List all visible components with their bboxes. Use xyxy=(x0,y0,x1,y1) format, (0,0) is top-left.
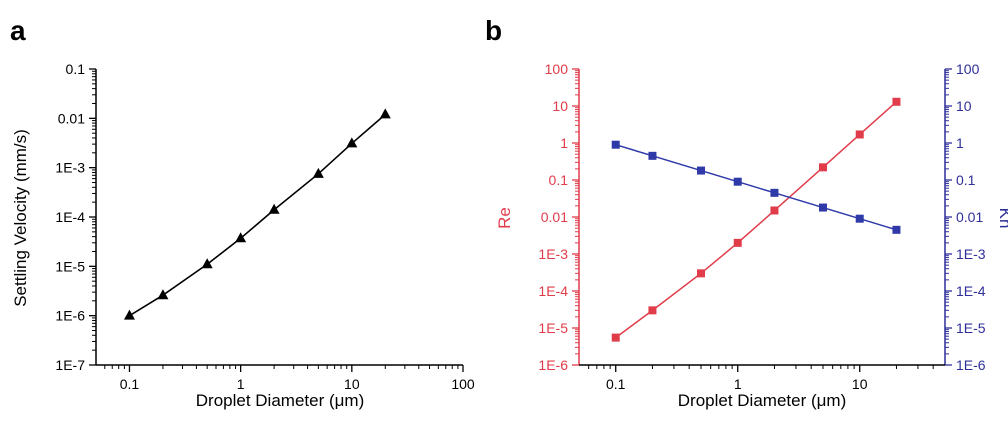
panel-b-series xyxy=(611,97,901,342)
panel-b-right-y-ticks: 1E-6 1E-5 1E-4 1E-3 0.01 0.1 1 10 100 xyxy=(945,61,986,373)
re-data-point-square xyxy=(611,333,620,342)
x-tick-label: 1 xyxy=(237,376,245,392)
kn-data-point-square xyxy=(892,225,901,234)
data-point-triangle xyxy=(123,309,135,320)
x-tick-label: 10 xyxy=(344,376,360,392)
re-data-point-square xyxy=(819,163,827,172)
kn-data-point-square xyxy=(648,151,657,160)
data-point-triangle xyxy=(346,137,358,148)
right-y-tick-label: 0.01 xyxy=(956,209,983,225)
data-point-triangle xyxy=(379,108,391,119)
kn-data-point-square xyxy=(697,166,705,175)
y-tick-label: 1E-3 xyxy=(55,160,85,176)
right-y-tick-label: 1E-3 xyxy=(956,246,986,262)
re-data-point-square xyxy=(855,130,864,139)
panel-b-x-axis-title: Droplet Diameter (μm) xyxy=(678,391,847,410)
kn-data-point-square xyxy=(855,214,864,223)
re-data-point-square xyxy=(892,97,901,106)
panel-a-x-ticks: 0.1 1 10 100 xyxy=(104,365,475,392)
left-y-tick-label: 1E-5 xyxy=(538,320,568,336)
y-tick-label: 1E-7 xyxy=(55,357,85,373)
panel-b-left-y-axis-title: Re xyxy=(495,207,514,229)
y-tick-label: 1E-6 xyxy=(55,308,85,324)
x-tick-label: 0.1 xyxy=(120,376,140,392)
left-y-tick-label: 0.1 xyxy=(549,172,569,188)
panel-b-left-y-ticks: 1E-6 1E-5 1E-4 1E-3 0.01 0.1 1 10 100 xyxy=(538,61,579,373)
panel-a-label: a xyxy=(10,15,26,46)
kn-data-point-square xyxy=(770,188,779,197)
re-data-point-square xyxy=(770,206,779,215)
right-y-tick-label: 1 xyxy=(956,135,964,151)
re-data-point-square xyxy=(648,306,657,315)
left-y-tick-label: 10 xyxy=(552,98,568,114)
data-point-triangle xyxy=(268,203,280,214)
left-y-tick-label: 1E-4 xyxy=(538,283,568,299)
y-tick-label: 0.1 xyxy=(66,61,86,77)
right-y-tick-label: 10 xyxy=(956,98,972,114)
panel-a-y-axis-title: Settling Velocity (mm/s) xyxy=(11,129,30,307)
right-y-tick-label: 1E-6 xyxy=(956,357,986,373)
panel-a: a 0.1 1 10 100 1E-7 1E-6 1E-5 1E-4 1E-3 0.01 0.1 … xyxy=(10,15,475,410)
panel-b-label: b xyxy=(485,15,502,46)
re-data-point-square xyxy=(733,238,742,247)
panel-a-y-ticks: 1E-7 1E-6 1E-5 1E-4 1E-3 0.01 0.1 xyxy=(55,61,96,373)
data-point-triangle xyxy=(157,289,169,300)
y-tick-label: 1E-5 xyxy=(55,258,85,274)
data-point-triangle xyxy=(235,232,247,243)
panel-b-x-ticks: 0.1 1 10 xyxy=(588,365,934,392)
left-y-tick-label: 100 xyxy=(545,61,569,77)
x-tick-label: 10 xyxy=(852,376,868,392)
y-tick-label: 1E-4 xyxy=(55,209,85,225)
right-y-tick-label: 100 xyxy=(956,61,980,77)
re-series-line xyxy=(615,101,897,339)
right-y-tick-label: 1E-4 xyxy=(956,283,986,299)
panel-b-right-y-axis-title: Kn xyxy=(996,208,1008,229)
left-y-tick-label: 1 xyxy=(560,135,568,151)
x-tick-label: 1 xyxy=(734,376,742,392)
left-y-tick-label: 1E-3 xyxy=(538,246,568,262)
right-y-tick-label: 1E-5 xyxy=(956,320,986,336)
left-y-tick-label: 0.01 xyxy=(541,209,568,225)
data-point-triangle xyxy=(201,258,213,269)
kn-data-point-square xyxy=(733,177,742,186)
right-y-tick-label: 0.1 xyxy=(956,172,976,188)
series-line xyxy=(129,113,386,317)
kn-series-line xyxy=(615,143,897,231)
panel-a-x-axis-title: Droplet Diameter (μm) xyxy=(196,391,365,410)
panel-b: b 0.1 1 10 1E-6 1E-5 1E-4 1E-3 0.01 0.1 1 10 100 1… xyxy=(485,15,1008,410)
kn-data-point-square xyxy=(819,203,827,212)
panel-a-series xyxy=(123,108,391,320)
re-data-point-square xyxy=(697,269,705,278)
y-tick-label: 0.01 xyxy=(58,110,85,126)
left-y-tick-label: 1E-6 xyxy=(538,357,568,373)
data-point-triangle xyxy=(312,167,324,178)
x-tick-label: 0.1 xyxy=(606,376,626,392)
kn-data-point-square xyxy=(611,140,620,149)
x-tick-label: 100 xyxy=(451,376,475,392)
